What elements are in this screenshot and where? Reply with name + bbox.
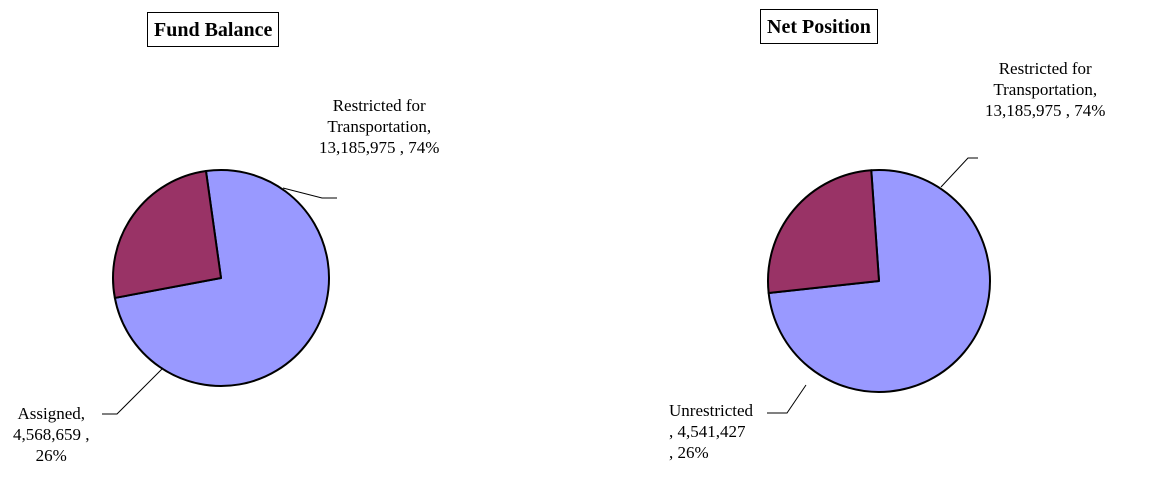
net-position-label-restricted: Restricted for Transportation, 13,185,97…	[985, 58, 1105, 121]
net-position-pie	[767, 169, 991, 393]
pie-slice-assigned	[112, 170, 222, 299]
label-line: Unrestricted	[669, 401, 754, 420]
label-line: 4,568,659 ,	[13, 425, 90, 444]
label-line: Transportation,	[327, 117, 432, 136]
net-position-title: Net Position	[760, 9, 878, 44]
fund-balance-label-restricted: Restricted for Transportation, 13,185,97…	[319, 95, 439, 158]
label-line: Restricted for	[998, 59, 1092, 78]
net-position-leader-lines	[767, 157, 978, 414]
leader-line-assigned	[102, 367, 164, 415]
pie-slice-unrestricted	[767, 169, 880, 295]
label-line: 13,185,975 , 74%	[319, 138, 440, 157]
leader-line-restricted	[940, 157, 978, 188]
fund-balance-leader-lines	[102, 187, 337, 415]
label-line: Assigned,	[17, 404, 86, 423]
fund-balance-label-assigned: Assigned, 4,568,659 , 26%	[13, 403, 90, 466]
fund-balance-pie	[112, 169, 330, 387]
label-line: Restricted for	[332, 96, 426, 115]
label-line: , 26%	[669, 443, 709, 462]
fund-balance-title: Fund Balance	[147, 12, 280, 47]
label-line: 26%	[35, 446, 67, 465]
label-line: Transportation,	[993, 80, 1098, 99]
label-line: 13,185,975 , 74%	[985, 101, 1106, 120]
net-position-label-unrestricted: Unrestricted , 4,541,427 , 26%	[669, 400, 753, 463]
leader-line-unrestricted	[767, 384, 807, 414]
leader-line-restricted	[282, 187, 337, 199]
label-line: , 4,541,427	[669, 422, 746, 441]
